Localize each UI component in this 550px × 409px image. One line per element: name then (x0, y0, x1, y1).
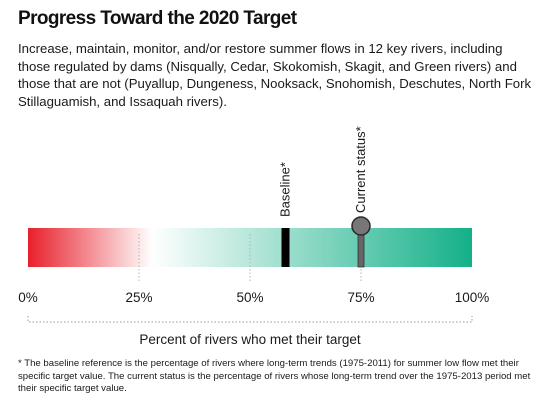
chart-title: Progress Toward the 2020 Target (18, 8, 297, 29)
gauge-bar (28, 228, 472, 267)
chart-subtitle: Increase, maintain, monitor, and/or rest… (18, 41, 532, 109)
tick-label: 25% (125, 290, 152, 305)
current-status-label: Current status* (353, 126, 368, 213)
tick-label: 50% (236, 290, 263, 305)
current-status-pin-head (351, 216, 371, 236)
baseline-label: Baseline* (278, 162, 293, 217)
axis-bracket (27, 316, 473, 323)
baseline-marker (281, 228, 290, 267)
tick-label: 75% (347, 290, 374, 305)
footnote: * The baseline reference is the percenta… (18, 358, 531, 394)
tick-label: 0% (18, 290, 38, 305)
x-axis-label: Percent of rivers who met their target (139, 332, 361, 347)
tick-label: 100% (455, 290, 490, 305)
